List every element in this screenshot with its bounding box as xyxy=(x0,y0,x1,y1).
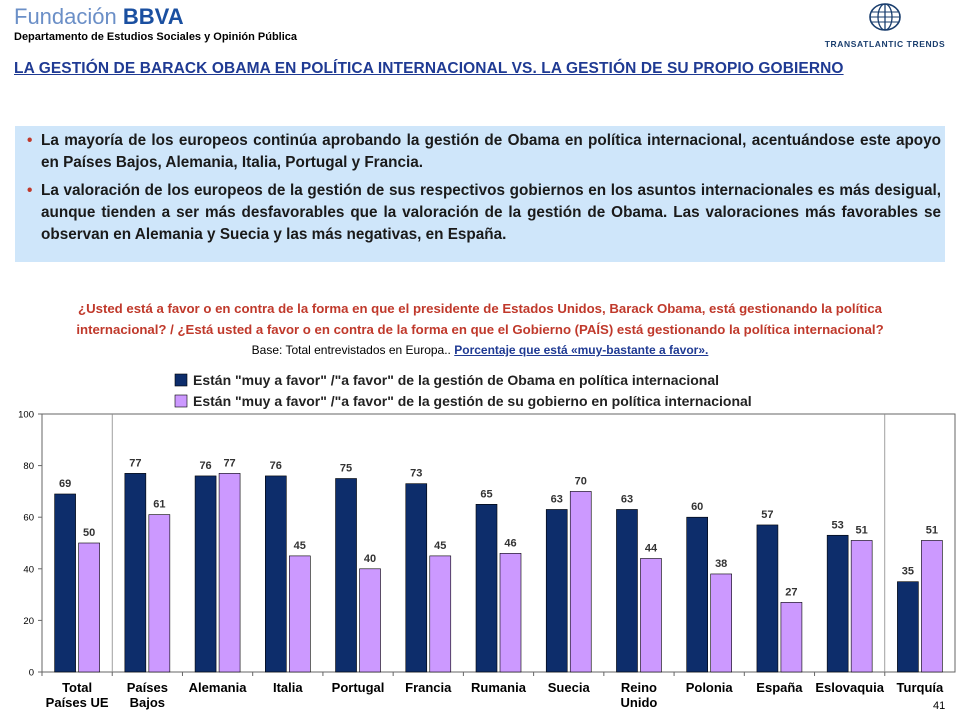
x-tick-label: Rumania xyxy=(471,680,527,695)
data-label: 69 xyxy=(59,478,71,490)
data-label: 50 xyxy=(83,527,95,539)
x-tick-label: Unido xyxy=(621,695,658,710)
data-label: 35 xyxy=(902,566,914,578)
data-label: 27 xyxy=(785,586,797,598)
data-label: 57 xyxy=(761,509,773,521)
data-label: 61 xyxy=(153,499,165,511)
data-label: 46 xyxy=(504,537,516,549)
data-label: 70 xyxy=(575,475,587,487)
data-label: 63 xyxy=(621,493,633,505)
y-tick-label: 0 xyxy=(29,668,34,679)
x-tick-label: España xyxy=(756,680,803,695)
x-tick-label: Bajos xyxy=(130,695,165,710)
bar-chart: Están "muy a favor" /"a favor" de la ges… xyxy=(18,372,956,710)
x-tick-label: Francia xyxy=(405,680,452,695)
data-label: 40 xyxy=(364,553,376,565)
bar-obama xyxy=(616,509,638,673)
summary-bullet: La mayoría de los europeos continúa apro… xyxy=(19,130,941,174)
x-tick-label: Alemania xyxy=(189,680,248,695)
data-label: 73 xyxy=(410,468,422,480)
summary-bullet: La valoración de los europeos de la gest… xyxy=(19,180,941,246)
survey-question: ¿Usted está a favor o en contra de la fo… xyxy=(0,298,960,340)
bar-gobierno xyxy=(850,540,873,673)
bar-obama xyxy=(756,524,779,673)
page-title: LA GESTIÓN DE BARACK OBAMA EN POLÍTICA I… xyxy=(14,60,844,77)
bar-obama xyxy=(475,504,498,673)
bar-gobierno xyxy=(640,558,662,673)
transatlantic-trends-logo: TRANSATLANTIC TRENDS xyxy=(820,2,950,49)
bar-gobierno xyxy=(710,573,732,673)
bar-obama xyxy=(265,475,287,673)
page-number: 41 xyxy=(933,700,946,712)
bar-obama xyxy=(194,475,217,673)
globe-icon xyxy=(869,3,901,31)
x-tick-label: Eslovaquia xyxy=(815,680,884,695)
bar-gobierno xyxy=(289,555,311,673)
bar-gobierno xyxy=(780,602,803,673)
x-tick-label: Polonia xyxy=(686,680,734,695)
data-label: 75 xyxy=(340,463,352,475)
bar-gobierno xyxy=(569,491,592,673)
base-text: Base: Total entrevistados en Europa.. xyxy=(251,343,451,357)
data-label: 76 xyxy=(199,460,211,472)
y-tick-label: 100 xyxy=(18,410,34,421)
bar-obama xyxy=(335,478,357,673)
data-label: 53 xyxy=(832,519,844,531)
data-label: 44 xyxy=(645,542,658,554)
data-label: 76 xyxy=(270,460,282,472)
x-tick-label: Reino xyxy=(621,680,657,695)
data-label: 63 xyxy=(551,493,563,505)
x-tick-label: Suecia xyxy=(548,680,591,695)
bar-gobierno xyxy=(429,555,452,673)
y-tick-label: 80 xyxy=(23,461,34,472)
x-tick-label: Países xyxy=(127,680,168,695)
question-line: internacional? / ¿Está usted a favor o e… xyxy=(76,322,884,337)
bar-gobierno xyxy=(921,540,943,673)
data-label: 51 xyxy=(856,524,868,536)
summary-box: La mayoría de los europeos continúa apro… xyxy=(15,126,945,262)
x-tick-label: Italia xyxy=(273,680,303,695)
bar-obama xyxy=(405,483,428,673)
x-tick-label: Total xyxy=(62,680,92,695)
logo-brand-text: BBVA xyxy=(122,4,184,29)
data-label: 77 xyxy=(129,457,141,469)
data-label: 45 xyxy=(434,540,446,552)
bar-gobierno xyxy=(218,473,241,673)
data-label: 38 xyxy=(715,558,727,570)
data-label: 51 xyxy=(926,524,938,536)
bar-gobierno xyxy=(499,553,522,673)
x-tick-label: Turquía xyxy=(897,680,944,695)
base-note: Base: Total entrevistados en Europa.. Po… xyxy=(0,343,960,357)
question-line: ¿Usted está a favor o en contra de la fo… xyxy=(78,301,882,316)
bar-obama xyxy=(826,534,849,673)
bar-obama xyxy=(124,473,147,673)
bar-obama xyxy=(54,493,76,673)
logo-main-text: Fundación xyxy=(14,4,117,29)
fundacion-bbva-logo: Fundación BBVA xyxy=(14,4,184,30)
y-tick-label: 40 xyxy=(23,564,34,575)
data-label: 77 xyxy=(223,457,235,469)
data-label: 45 xyxy=(294,540,306,552)
y-tick-label: 60 xyxy=(23,513,34,524)
transatlantic-trends-text: TRANSATLANTIC TRENDS xyxy=(824,39,946,49)
legend-swatch xyxy=(174,373,188,387)
data-label: 60 xyxy=(691,501,703,513)
data-label: 65 xyxy=(480,488,492,500)
legend-label: Están "muy a favor" /"a favor" de la ges… xyxy=(193,393,752,409)
bar-obama xyxy=(545,509,568,673)
x-tick-label: Portugal xyxy=(332,680,385,695)
bar-gobierno xyxy=(78,542,100,673)
plot-area xyxy=(41,413,956,673)
bar-obama xyxy=(897,581,919,673)
legend-label: Están "muy a favor" /"a favor" de la ges… xyxy=(193,372,719,388)
department-name: Departamento de Estudios Sociales y Opin… xyxy=(14,31,298,43)
y-tick-label: 20 xyxy=(23,616,34,627)
bar-obama xyxy=(686,516,708,673)
bar-gobierno xyxy=(148,514,171,673)
base-highlight: Porcentaje que está «muy-bastante a favo… xyxy=(454,343,709,357)
x-tick-label: Países UE xyxy=(46,695,109,710)
bar-gobierno xyxy=(359,568,381,673)
legend-swatch xyxy=(174,394,188,408)
